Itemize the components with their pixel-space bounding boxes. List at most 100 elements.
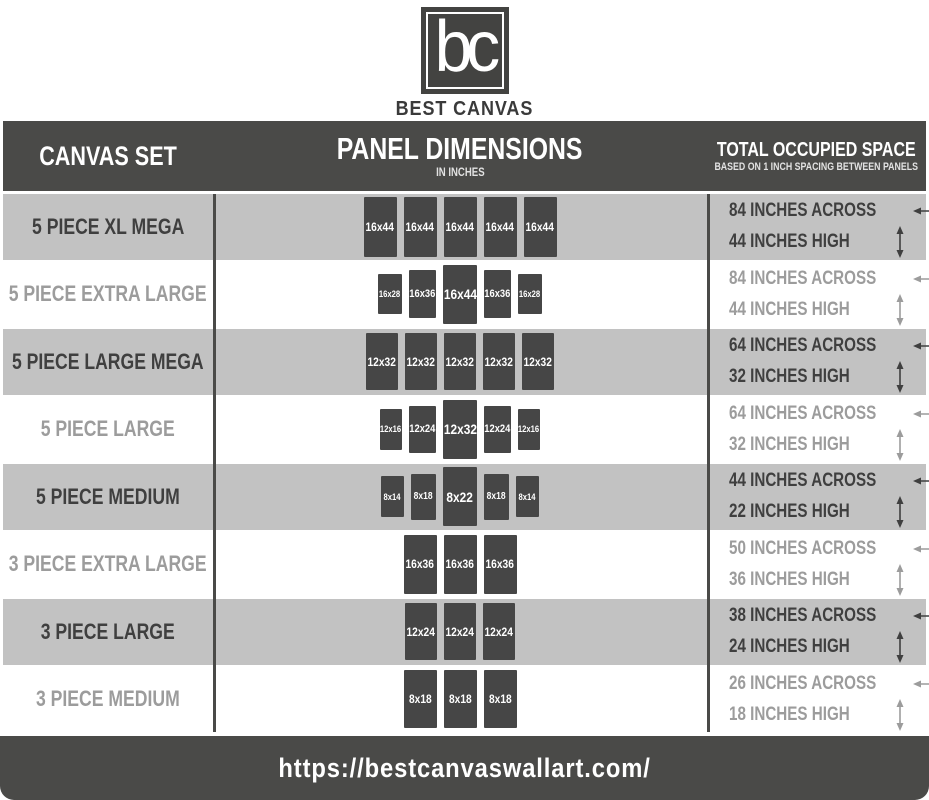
occupied-space-cell: 38 INCHES ACROSS 24 INCHES HIGH xyxy=(707,599,929,665)
header-in-inches-subtitle: IN INCHES xyxy=(435,165,485,179)
canvas-panel: 16x44 xyxy=(403,196,437,257)
arrow-box xyxy=(880,293,926,326)
canvas-panel: 16x28 xyxy=(378,274,402,315)
header-canvas-set: CANVAS SET xyxy=(3,141,213,172)
vertical-arrow-icon xyxy=(896,563,904,596)
panel-size-label: 8x18 xyxy=(488,692,512,707)
horizontal-arrow-icon xyxy=(913,612,929,620)
vertical-arrow-icon xyxy=(896,698,904,731)
panel-size-label: 16x44 xyxy=(525,219,555,234)
canvas-panel: 12x32 xyxy=(405,333,437,391)
table-row: 5 PIECE XL MEGA 16x44 16x44 16x44 16x44 16x44… xyxy=(3,194,929,260)
brand-logo: bc xyxy=(420,6,509,94)
panel-size-label: 12x32 xyxy=(443,421,477,438)
panel-size-label: 12x24 xyxy=(484,624,514,639)
occupied-space-line-high: 44 INCHES HIGH xyxy=(707,293,926,326)
header-spacing-note: BASED ON 1 INCH SPACING BETWEEN PANELS xyxy=(714,161,919,173)
occupied-space-text-high: 44 INCHES HIGH xyxy=(729,298,850,320)
panels-cell: 16x44 16x44 16x44 16x44 16x44 xyxy=(213,194,707,260)
horizontal-arrow-icon xyxy=(913,275,929,283)
panel-size-label: 8x18 xyxy=(408,692,432,707)
panel-size-label: 8x18 xyxy=(414,491,433,503)
canvas-panel: 12x16 xyxy=(518,408,540,450)
canvas-panel: 16x44 xyxy=(443,196,477,257)
arrow-box xyxy=(913,408,929,420)
panels-cell: 12x24 12x24 12x24 xyxy=(213,599,707,665)
panel-size-label: 8x22 xyxy=(446,488,474,505)
panel-size-label: 12x24 xyxy=(406,624,436,639)
table-row: 3 PIECE MEDIUM 8x18 8x18 8x18 26 INCHES ACRO… xyxy=(3,666,929,732)
arrow-box xyxy=(913,205,929,217)
occupied-space-line-high: 36 INCHES HIGH xyxy=(707,563,926,596)
panels-cell: 12x16 12x24 12x32 12x24 12x16 xyxy=(213,397,707,463)
canvas-panel: 12x24 xyxy=(483,603,515,661)
canvas-set-label: 5 PIECE MEDIUM xyxy=(36,483,180,509)
occupied-space-text-high: 32 INCHES HIGH xyxy=(729,366,850,388)
occupied-space-cell: 50 INCHES ACROSS 36 INCHES HIGH xyxy=(707,532,929,598)
brand-name: BEST CANVAS xyxy=(395,98,534,120)
occupied-space-cell: 64 INCHES ACROSS 32 INCHES HIGH xyxy=(707,397,929,463)
occupied-space-text-across: 50 INCHES ACROSS xyxy=(729,537,877,559)
canvas-set-label: 5 PIECE EXTRA LARGE xyxy=(9,281,207,307)
panel-size-label: 16x36 xyxy=(445,557,475,572)
panel-size-label: 16x36 xyxy=(485,557,515,572)
panel-size-label: 12x16 xyxy=(518,424,540,435)
occupied-space-text-high: 32 INCHES HIGH xyxy=(729,433,850,455)
occupied-space-line-across: 64 INCHES ACROSS xyxy=(707,400,929,428)
horizontal-arrow-icon xyxy=(913,477,929,485)
panels-cell: 16x28 16x36 16x44 16x36 16x28 xyxy=(213,262,707,328)
canvas-panel: 16x36 xyxy=(484,270,511,319)
canvas-panel: 12x32 xyxy=(483,333,515,391)
footer-bar: https://bestcanvaswallart.com/ xyxy=(0,736,929,800)
canvas-panel: 12x32 xyxy=(443,399,477,459)
arrow-box xyxy=(880,698,926,731)
panel-size-label: 16x28 xyxy=(379,289,401,300)
panel-size-label: 12x32 xyxy=(523,354,553,369)
canvas-panel: 8x18 xyxy=(443,670,477,729)
occupied-space-text-high: 24 INCHES HIGH xyxy=(729,636,850,658)
occupied-space-text-across: 44 INCHES ACROSS xyxy=(729,470,877,492)
canvas-panel: 16x36 xyxy=(443,534,477,594)
arrow-box xyxy=(880,496,926,529)
logo-monogram: bc xyxy=(435,6,501,87)
canvas-panel: 8x14 xyxy=(516,476,539,518)
occupied-space-line-across: 50 INCHES ACROSS xyxy=(707,535,929,563)
occupied-space-line-across: 26 INCHES ACROSS xyxy=(707,670,929,698)
panel-size-label: 16x44 xyxy=(405,219,435,234)
occupied-space-line-across: 44 INCHES ACROSS xyxy=(707,467,929,495)
panel-size-label: 16x44 xyxy=(443,286,477,303)
panel-size-label: 16x44 xyxy=(485,219,515,234)
panel-size-label: 12x24 xyxy=(409,423,436,436)
arrow-box xyxy=(880,428,926,461)
panel-size-label: 12x24 xyxy=(484,423,511,436)
canvas-set-cell: 5 PIECE LARGE xyxy=(3,397,213,463)
panel-size-label: 16x44 xyxy=(365,219,395,234)
header-panel-dimensions: PANEL DIMENSIONS IN INCHES xyxy=(213,133,707,179)
canvas-panel: 12x24 xyxy=(409,405,436,453)
canvas-set-label: 3 PIECE EXTRA LARGE xyxy=(9,551,207,577)
canvas-panel: 16x36 xyxy=(403,534,437,594)
panels-cell: 12x32 12x32 12x32 12x32 12x32 xyxy=(213,329,707,395)
occupied-space-text-across: 64 INCHES ACROSS xyxy=(729,335,877,357)
occupied-space-text-across: 26 INCHES ACROSS xyxy=(729,672,877,694)
vertical-arrow-icon xyxy=(896,428,904,461)
occupied-space-text-across: 84 INCHES ACROSS xyxy=(729,267,877,289)
canvas-panel: 12x32 xyxy=(522,333,554,391)
header-canvas-set-label: CANVAS SET xyxy=(39,140,177,171)
occupied-space-line-high: 32 INCHES HIGH xyxy=(707,361,926,394)
arrow-box xyxy=(880,361,926,394)
column-divider xyxy=(707,194,710,732)
panel-size-label: 8x14 xyxy=(383,491,402,502)
panel-size-label: 8x18 xyxy=(448,692,472,707)
column-divider xyxy=(213,194,216,732)
panel-size-label: 16x36 xyxy=(409,288,436,301)
canvas-set-label: 3 PIECE LARGE xyxy=(40,618,175,644)
canvas-set-cell: 5 PIECE XL MEGA xyxy=(3,194,213,260)
panel-size-label: 8x14 xyxy=(518,491,537,502)
table-row: 5 PIECE LARGE MEGA 12x32 12x32 12x32 12x32 12… xyxy=(3,329,929,395)
canvas-panel: 16x44 xyxy=(363,196,397,257)
website-url[interactable]: https://bestcanvaswallart.com/ xyxy=(278,752,651,783)
canvas-panel: 8x14 xyxy=(381,476,404,518)
vertical-arrow-icon xyxy=(896,226,904,259)
